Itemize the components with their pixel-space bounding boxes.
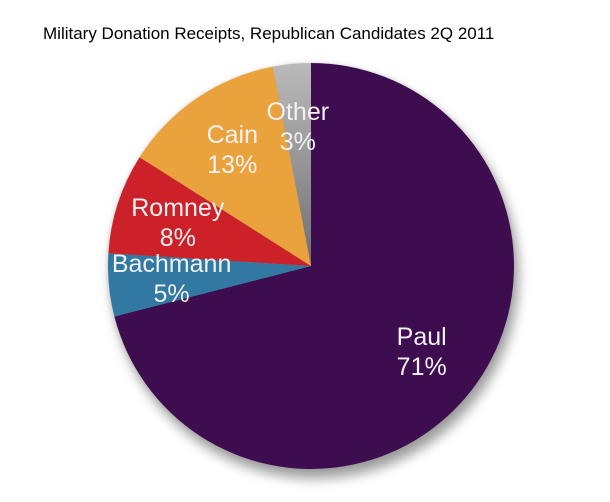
pie-slice-paul	[114, 63, 515, 470]
pie-slice-romney	[108, 157, 312, 266]
pie-slice-bachmann	[108, 253, 311, 317]
pie-slice-cain	[139, 66, 311, 266]
pie-slice-other	[272, 63, 311, 266]
chart-title: Military Donation Receipts, Republican C…	[43, 24, 495, 43]
